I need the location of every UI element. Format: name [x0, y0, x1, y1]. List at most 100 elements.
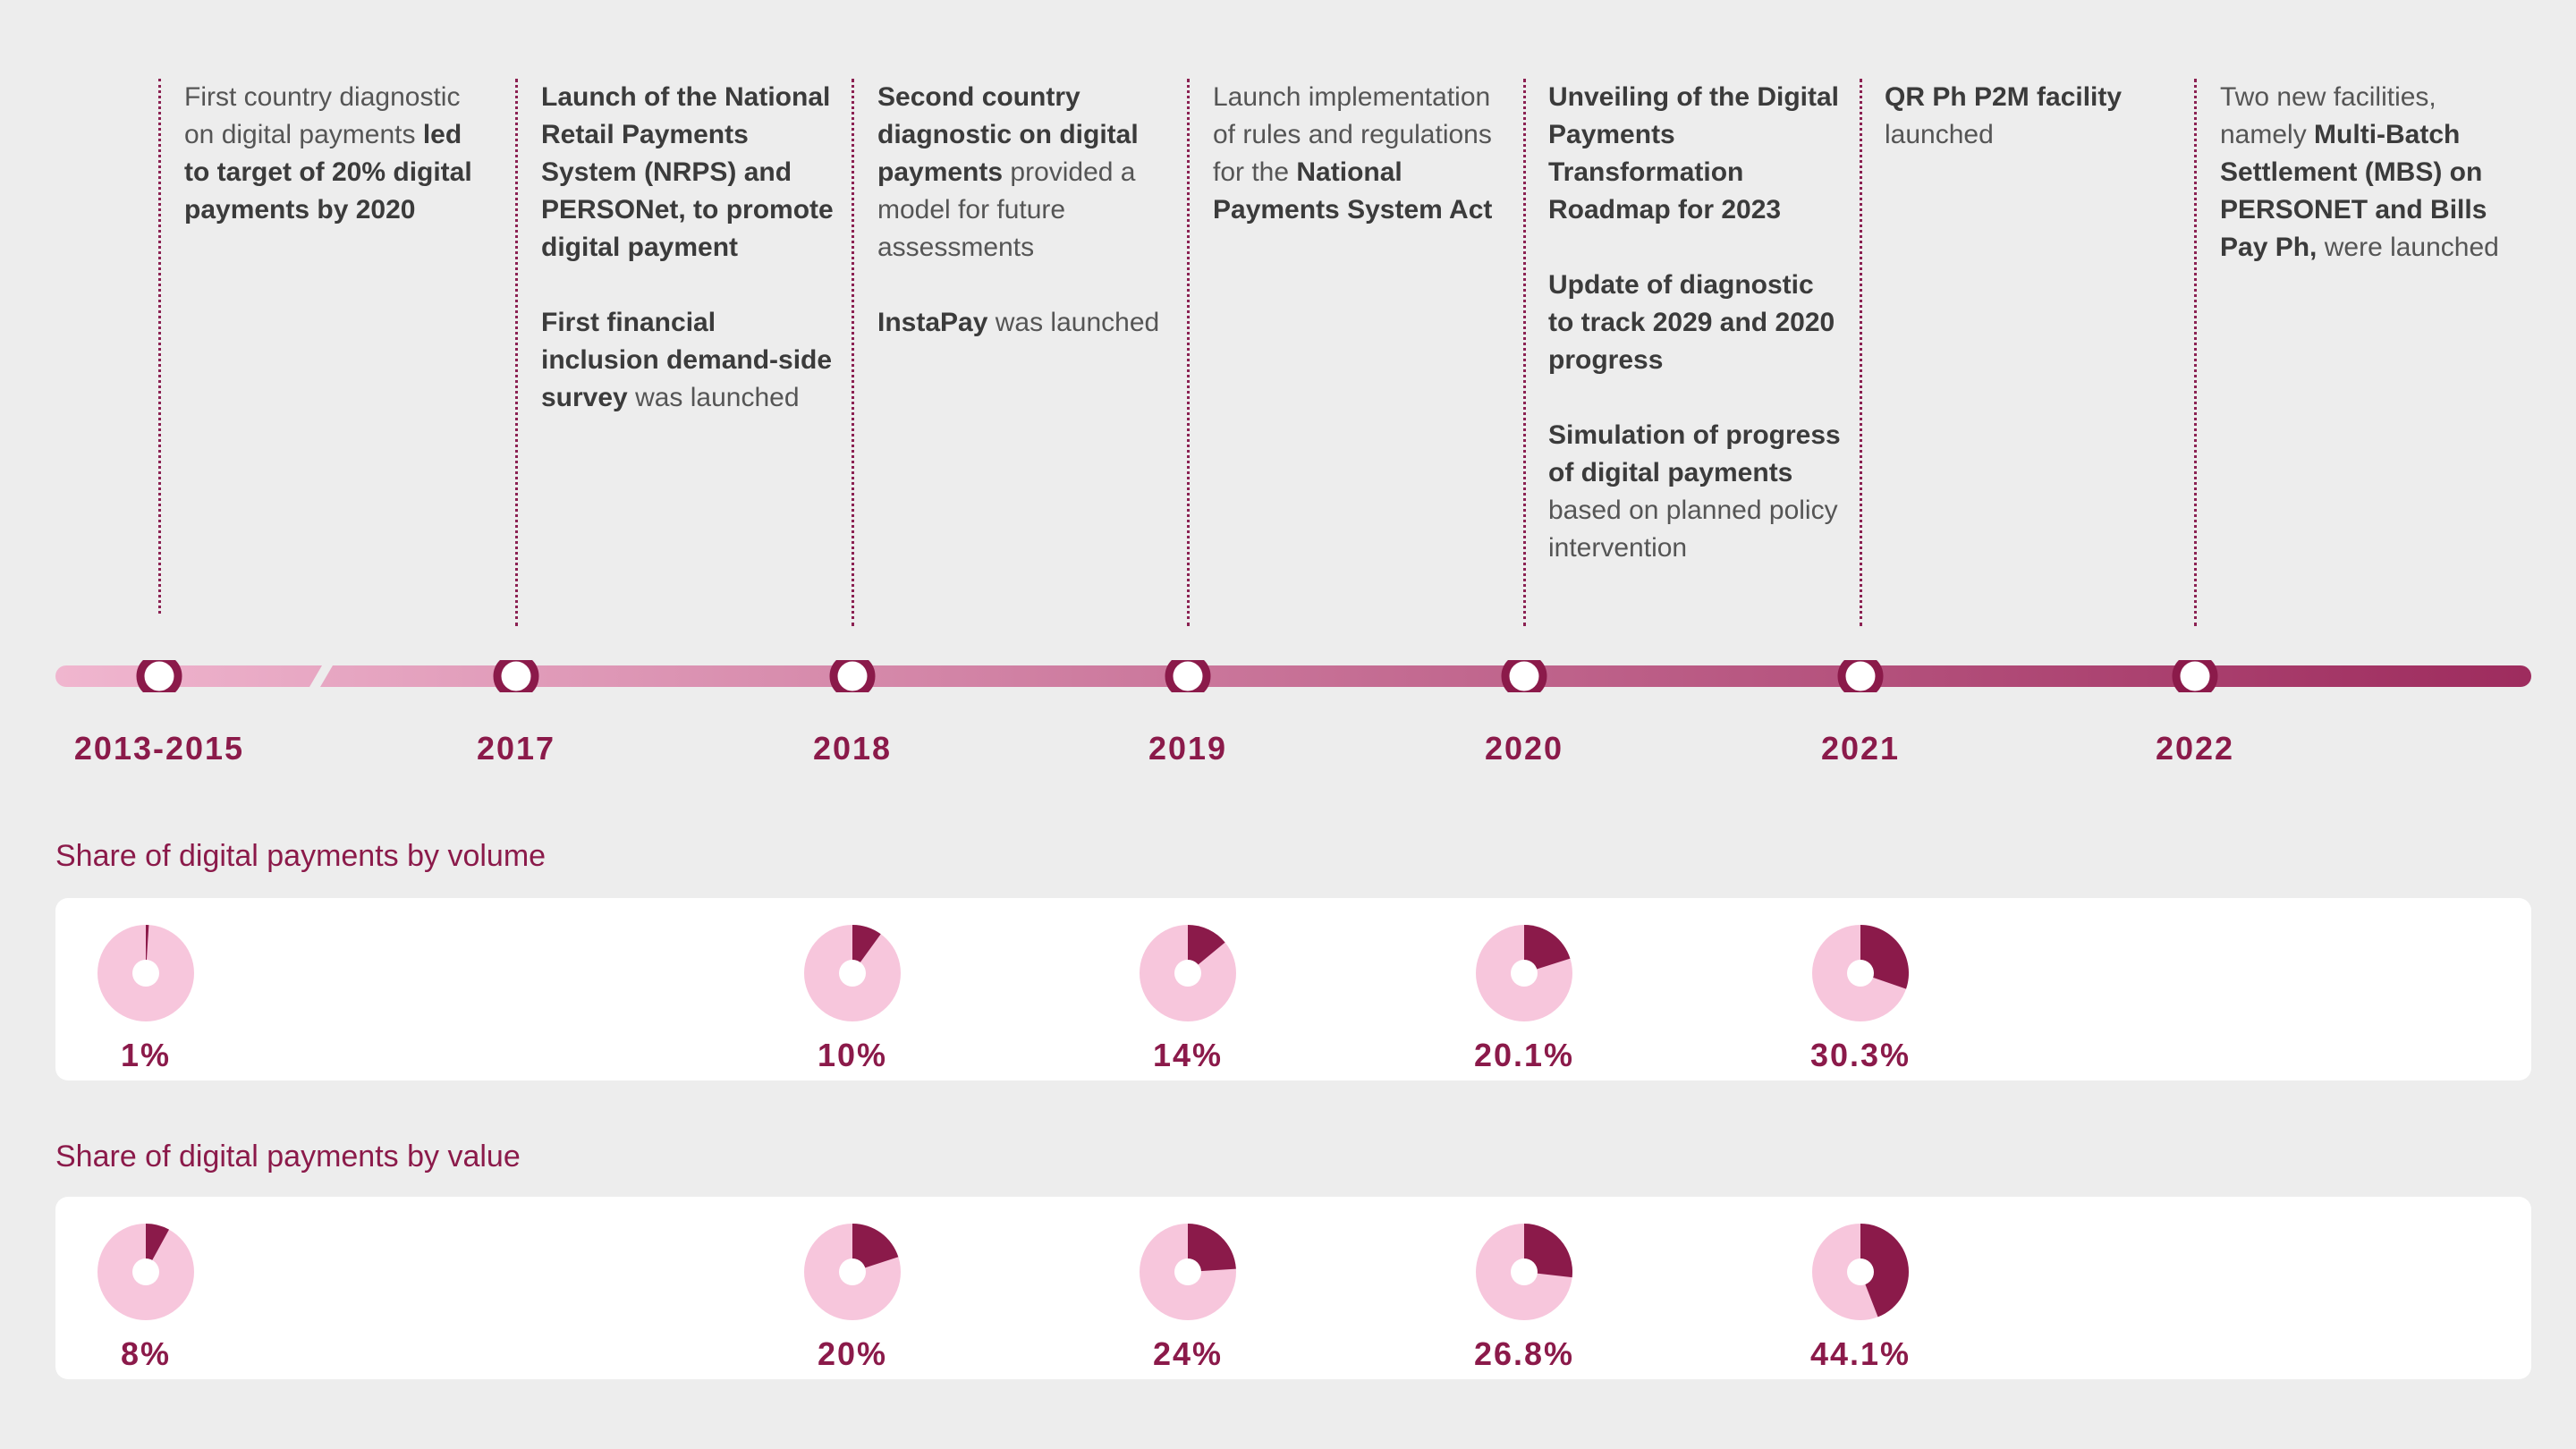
event-text: Two new facilities, namely — [2220, 82, 2436, 149]
pie-center-hole — [1511, 1258, 1538, 1285]
year-label: 2020 — [1484, 730, 1564, 767]
event-text-bold: led to target of 20% digital payments by… — [184, 120, 472, 225]
event-connector-line — [1523, 79, 1526, 626]
pie-graphic — [804, 925, 901, 1021]
timeline-marker-2020 — [1501, 660, 1547, 692]
event-text-bold: Simulation of progress of digital paymen… — [1548, 420, 1841, 487]
pie-volume-2019: 14% — [1098, 919, 1277, 1074]
event-paragraph: First financial inclusion demand-side su… — [541, 304, 836, 417]
pie-center-hole — [132, 960, 159, 987]
event-text-bold: Launch of the National Retail Payments S… — [541, 82, 834, 262]
pie-graphic — [1812, 1224, 1909, 1320]
timeline-marker-2013-2015 — [136, 660, 182, 692]
timeline-marker-2017 — [493, 660, 539, 692]
timeline-track — [55, 660, 2531, 692]
pie-center-hole — [1174, 960, 1201, 987]
event-paragraph: InstaPay was launched — [877, 304, 1173, 342]
pie-value-label: 10% — [817, 1037, 888, 1073]
event-connector-line — [852, 79, 854, 626]
event-paragraph: Launch implementation of rules and regul… — [1213, 79, 1508, 229]
pie-value-2019: 24% — [1098, 1218, 1277, 1373]
pie-share-slice — [852, 925, 881, 973]
event-paragraph: Two new facilities, namely Multi-Batch S… — [2220, 79, 2515, 267]
pie-graphic — [1140, 925, 1236, 1021]
year-label: 2017 — [476, 730, 556, 767]
pie-graphic — [1476, 925, 1572, 1021]
timeline-event-2017: Launch of the National Retail Payments S… — [541, 79, 836, 417]
timeline-event-2022: Two new facilities, namely Multi-Batch S… — [2220, 79, 2515, 267]
event-text: provided a model for future assessments — [877, 157, 1136, 262]
pie-value-label: 20.1% — [1473, 1037, 1575, 1073]
pie-value-label: 14% — [1152, 1037, 1224, 1073]
timeline-bar — [55, 665, 2531, 687]
event-text-bold: Second country diagnostic on digital pay… — [877, 82, 1139, 187]
pie-center-hole — [132, 1258, 159, 1285]
pie-value-2020: 26.8% — [1435, 1218, 1614, 1373]
event-connector-line — [1860, 79, 1862, 626]
year-label: 2022 — [2155, 730, 2235, 767]
event-paragraph: Second country diagnostic on digital pay… — [877, 79, 1173, 267]
timeline-event-2020: Unveiling of the Digital Payments Transf… — [1548, 79, 1843, 567]
pie-value-2018: 20% — [763, 1218, 942, 1373]
pie-graphic — [97, 925, 194, 1021]
event-connector-line — [1187, 79, 1190, 626]
timeline-marker-2018 — [829, 660, 876, 692]
pie-center-hole — [839, 960, 866, 987]
event-connector-line — [158, 79, 161, 614]
pie-graphic — [97, 1224, 194, 1320]
event-paragraph: Unveiling of the Digital Payments Transf… — [1548, 79, 1843, 229]
pie-value-label: 24% — [1152, 1335, 1224, 1372]
pie-value-label: 1% — [120, 1037, 172, 1073]
pie-share-slice — [1860, 1224, 1909, 1318]
volume-pie-panel — [55, 898, 2531, 1080]
timeline-break-mark — [309, 665, 333, 687]
pie-share-slice — [1524, 1224, 1573, 1278]
pie-graphic — [1476, 1224, 1573, 1320]
pie-graphic — [1140, 1224, 1236, 1320]
event-paragraph: QR Ph P2M facility launched — [1885, 79, 2180, 154]
pie-volume-2021: 30.3% — [1771, 919, 1950, 1074]
event-paragraph: First country diagnostic on digital paym… — [184, 79, 479, 229]
event-text: was launched — [987, 308, 1160, 337]
event-paragraph: Update of diagnostic to track 2029 and 2… — [1548, 267, 1843, 379]
event-text: launched — [1885, 120, 1994, 149]
pie-volume-2013-2015: 1% — [56, 919, 235, 1074]
pie-value-2021: 44.1% — [1771, 1218, 1950, 1373]
pie-graphic — [1812, 925, 1909, 1021]
timeline-marker-2022 — [2172, 660, 2218, 692]
pie-value-label: 8% — [120, 1335, 172, 1372]
pie-value-label: 30.3% — [1809, 1037, 1911, 1073]
event-text: First country diagnostic on digital paym… — [184, 82, 461, 149]
pie-volume-2020: 20.1% — [1435, 919, 1614, 1074]
pie-center-hole — [839, 1258, 866, 1285]
volume-chart-title: Share of digital payments by volume — [55, 839, 547, 873]
pie-value-2013-2015: 8% — [56, 1218, 235, 1373]
pie-share-slice — [852, 1224, 899, 1272]
pie-center-hole — [1847, 1258, 1874, 1285]
year-label: 2013-2015 — [73, 730, 245, 767]
year-label: 2018 — [812, 730, 893, 767]
pie-center-hole — [1174, 1258, 1201, 1285]
event-text-bold: InstaPay — [877, 308, 988, 337]
pie-graphic — [804, 1224, 901, 1320]
event-text-bold: Unveiling of the Digital Payments Transf… — [1548, 82, 1840, 225]
event-text-bold: Multi-Batch Settlement (MBS) on PERSONET… — [2220, 120, 2487, 262]
event-paragraph: Launch of the National Retail Payments S… — [541, 79, 836, 267]
pie-volume-2018: 10% — [763, 919, 942, 1074]
pie-center-hole — [1511, 960, 1538, 987]
pie-center-hole — [1847, 960, 1874, 987]
timeline-event-2013-2015: First country diagnostic on digital paym… — [184, 79, 479, 229]
year-label: 2021 — [1820, 730, 1901, 767]
event-text: were launched — [2317, 233, 2499, 262]
event-paragraph: Simulation of progress of digital paymen… — [1548, 417, 1843, 567]
timeline-event-2018: Second country diagnostic on digital pay… — [877, 79, 1173, 342]
pie-value-label: 20% — [817, 1335, 888, 1372]
event-text: based on planned policy intervention — [1548, 496, 1838, 563]
event-text-bold: Update of diagnostic to track 2029 and 2… — [1548, 270, 1835, 375]
pie-share-slice — [1524, 925, 1571, 973]
value-chart-title: Share of digital payments by value — [55, 1140, 521, 1174]
event-text-bold: QR Ph P2M facility — [1885, 82, 2123, 112]
pie-share-slice — [1188, 1224, 1236, 1272]
pie-value-label: 44.1% — [1809, 1335, 1911, 1372]
timeline-event-2019: Launch implementation of rules and regul… — [1213, 79, 1508, 229]
